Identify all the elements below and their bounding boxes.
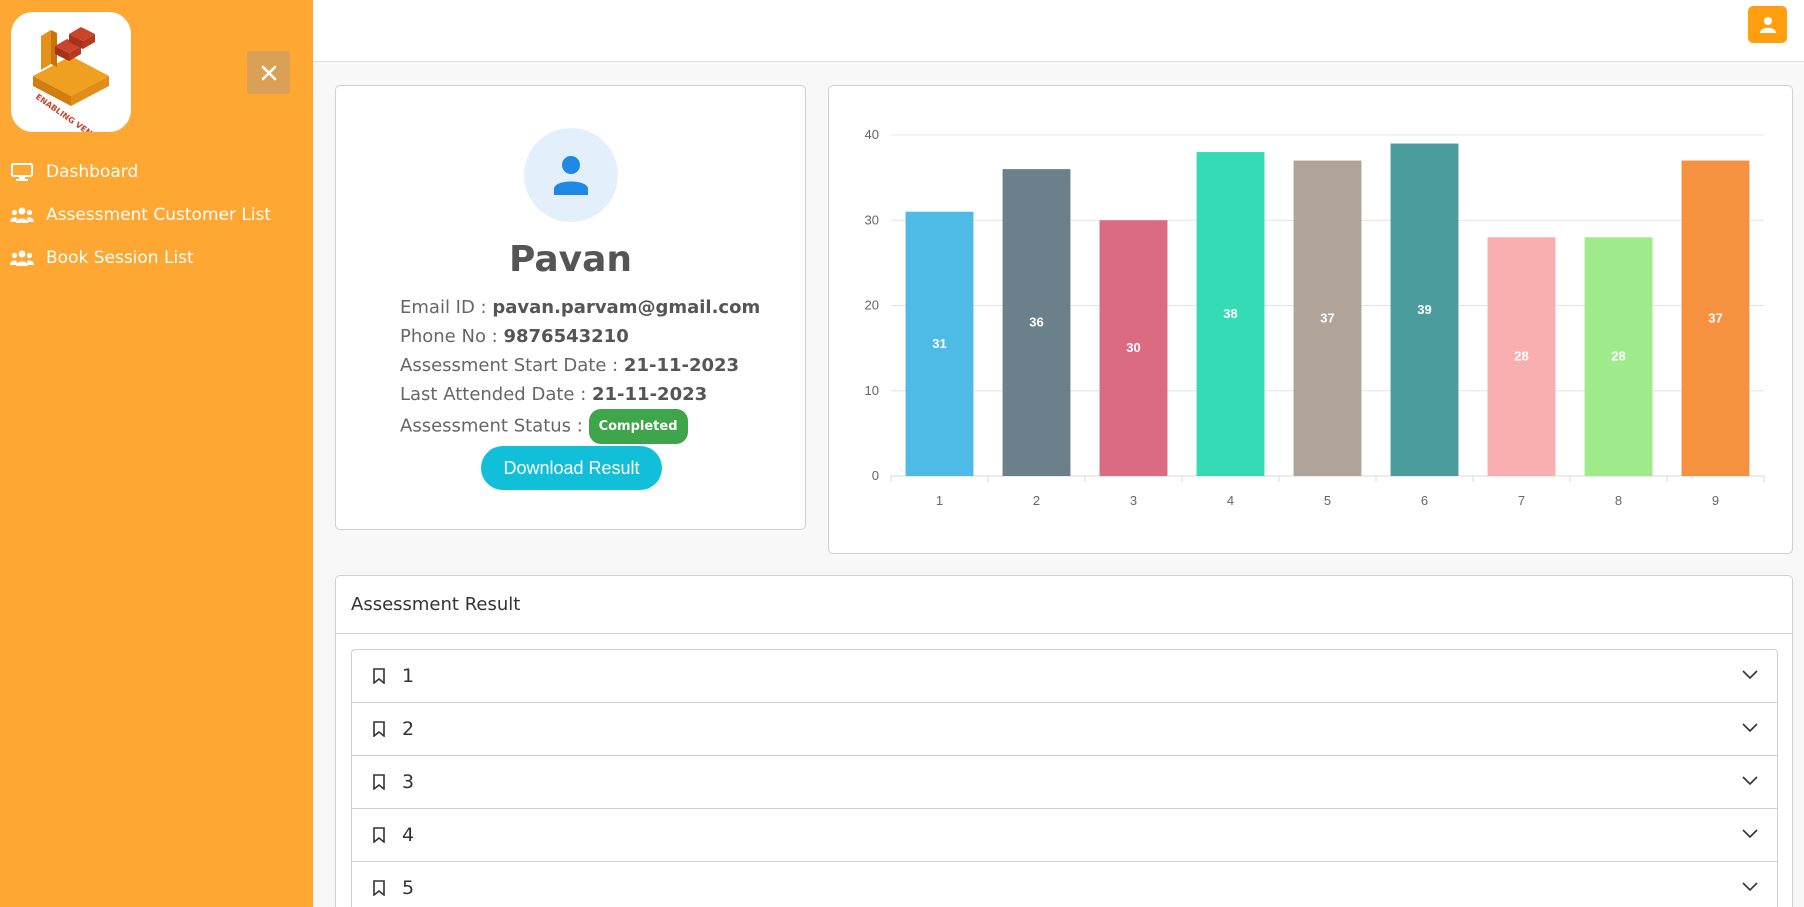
status-row: Assessment Status : Completed [400,409,760,444]
y-tick-label: 20 [865,298,879,313]
bar-chart: 0 10 20 30 40 31 1 36 2 30 3 38 4 37 5 39 6 28 7 28 8 37 9 [865,127,1765,508]
x-tick-label: 8 [1615,493,1622,508]
bookmark-icon [373,721,385,737]
accordion-item[interactable]: 4 [352,809,1777,862]
x-tick-label: 7 [1518,493,1525,508]
users-icon [10,248,34,268]
phone-label: Phone No : [400,326,504,347]
sidebar-item-book-session-list[interactable]: Book Session List [0,236,313,279]
start-date-value: 21-11-2023 [623,355,740,376]
x-tick-label: 6 [1421,493,1428,508]
bar [1584,237,1653,476]
start-date-row: Assessment Start Date : 21-11-2023 [400,351,760,380]
bar [1390,143,1459,476]
bar-value-label: 30 [1126,340,1140,355]
result-accordion: 1 2 3 4 5 [351,649,1778,907]
bar-value-label: 28 [1611,349,1625,364]
bar [1002,169,1071,476]
chevron-down-icon [1742,723,1758,733]
avatar [524,128,618,222]
phone-value: 9876543210 [503,326,629,347]
sidebar-item-assessment-customer-list[interactable]: Assessment Customer List [0,193,313,236]
bar-value-label: 39 [1417,302,1431,317]
accordion-item-label: 4 [402,824,415,846]
chevron-down-icon [1742,776,1758,786]
sidebar-item-label: Dashboard [46,161,139,182]
download-result-button[interactable]: Download Result [481,446,662,490]
bookmark-icon [373,774,385,790]
accordion-item-label: 1 [402,665,415,687]
x-tick-label: 2 [1033,493,1040,508]
sidebar-item-dashboard[interactable]: Dashboard [0,150,313,193]
close-sidebar-button[interactable] [247,51,290,94]
bar-value-label: 31 [932,336,946,351]
status-badge: Completed [588,409,688,444]
x-tick-label: 4 [1227,493,1234,508]
start-date-label: Assessment Start Date : [400,355,624,376]
status-label: Assessment Status : [400,415,589,437]
sidebar-nav: Dashboard Assessment Customer List [0,150,313,279]
y-tick-label: 0 [872,468,879,483]
user-icon [554,156,588,195]
bookmark-icon [373,827,385,843]
email-label: Email ID : [400,297,493,318]
phone-row: Phone No : 9876543210 [400,322,760,351]
profile-card: Pavan Email ID : pavan.parvam@gmail.com … [335,85,806,530]
x-tick-label: 9 [1712,493,1719,508]
bar-value-label: 37 [1320,310,1334,325]
bar [1099,220,1168,476]
bookmark-icon [373,668,385,684]
company-logo[interactable]: ENABLING VENTURES [11,12,131,132]
assessment-result-card: Assessment Result 1 2 3 4 5 [335,575,1793,907]
accordion-item[interactable]: 5 [352,862,1777,907]
bar-value-label: 38 [1223,306,1237,321]
chevron-down-icon [1742,670,1758,680]
users-icon [10,205,34,225]
y-tick-label: 10 [865,383,879,398]
last-date-label: Last Attended Date : [400,384,592,405]
profile-name: Pavan [508,239,633,280]
user-menu-button[interactable] [1748,6,1787,43]
y-tick-label: 30 [865,212,879,227]
chevron-down-icon [1742,829,1758,839]
bar [1681,160,1750,476]
last-date-row: Last Attended Date : 21-11-2023 [400,380,760,409]
accordion-item-label: 2 [402,718,415,740]
monitor-icon [10,162,34,182]
accordion-item[interactable]: 3 [352,756,1777,809]
bar-value-label: 37 [1708,310,1722,325]
bar-value-label: 28 [1514,349,1528,364]
y-tick-label: 40 [865,127,879,142]
profile-info: Email ID : pavan.parvam@gmail.com Phone … [400,293,760,444]
email-value: pavan.parvam@gmail.com [492,297,761,318]
bar [905,211,974,476]
chevron-down-icon [1742,882,1758,892]
accordion-item-label: 5 [402,877,415,899]
x-tick-label: 1 [936,493,943,508]
sidebar-item-label: Book Session List [46,247,194,268]
email-row: Email ID : pavan.parvam@gmail.com [400,293,760,322]
x-tick-label: 5 [1324,493,1331,508]
sidebar: ENABLING VENTURES Dashboard [0,0,313,907]
close-icon [261,65,276,80]
chart-card: 0 10 20 30 40 31 1 36 2 30 3 38 4 37 5 39 6 28 7 28 8 37 9 [828,85,1793,554]
bar [1293,160,1362,476]
topbar [313,0,1804,62]
bar [1196,152,1265,477]
accordion-item[interactable]: 1 [352,650,1777,703]
accordion-item-label: 3 [402,771,415,793]
bar [1487,237,1556,476]
user-icon [1759,16,1776,33]
bar-value-label: 36 [1029,315,1043,330]
last-date-value: 21-11-2023 [592,384,708,405]
bookmark-icon [373,880,385,896]
x-tick-label: 3 [1130,493,1137,508]
assessment-result-title: Assessment Result [336,576,1792,634]
accordion-item[interactable]: 2 [352,703,1777,756]
sidebar-item-label: Assessment Customer List [46,204,272,225]
